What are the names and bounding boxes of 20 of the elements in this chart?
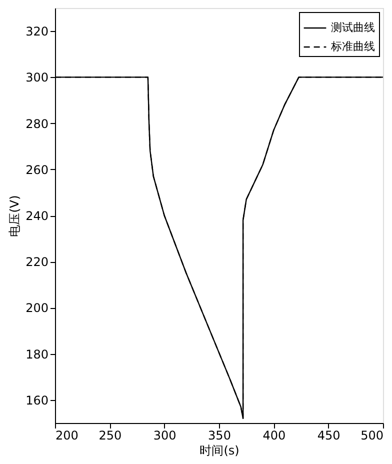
- y-tick-label: 240: [26, 209, 48, 223]
- x-tick-label: 450: [317, 428, 340, 442]
- y-tick-label: 160: [26, 393, 48, 408]
- x-tick-label: 400: [262, 428, 286, 442]
- y-tick-label: 200: [26, 301, 48, 316]
- y-tick-label: 260: [26, 162, 48, 177]
- x-tick-label: 300: [153, 428, 176, 442]
- legend-label: 标准曲线: [330, 40, 375, 53]
- x-axis-title: 时间(s): [200, 444, 240, 458]
- y-tick-label: 220: [26, 255, 48, 270]
- y-tick-label: 300: [26, 70, 48, 85]
- y-axis-title: 电压(V): [8, 195, 22, 237]
- legend-label: 测试曲线: [331, 21, 375, 34]
- y-tick-label: 320: [26, 24, 48, 39]
- x-tick-label: 200: [56, 428, 78, 442]
- y-tick-label: 180: [26, 347, 48, 362]
- x-tick-label: 500: [360, 428, 384, 442]
- y-tick-label: 280: [26, 116, 48, 131]
- x-tick-label: 350: [208, 428, 231, 442]
- x-tick-label: 250: [98, 428, 122, 442]
